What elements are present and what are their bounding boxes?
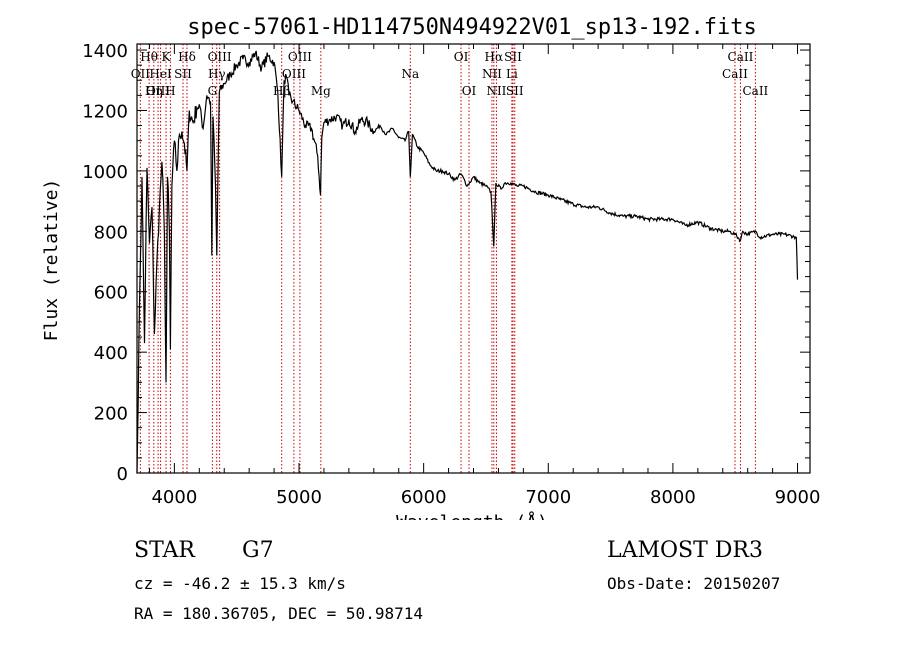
spectral-line-label: SII	[506, 84, 524, 98]
redshift-value: cz = -46.2 ± 15.3 km/s	[134, 574, 346, 593]
spectral-line-label: CaII	[742, 84, 768, 98]
spectral-line-markers	[139, 44, 756, 473]
spectral-line-label: OI	[462, 84, 477, 98]
x-tick-label: 5000	[276, 487, 322, 508]
spectral-line-label: G	[208, 84, 218, 98]
x-axis: 4000 5000 6000 7000 8000 9000	[148, 44, 821, 508]
y-tick-label: 800	[94, 222, 128, 243]
spectral-line-label: HeI	[149, 67, 172, 81]
spectral-line-label: Hδ	[178, 50, 196, 64]
spectral-line-label: Na	[401, 67, 419, 81]
x-tick-label: 6000	[401, 487, 447, 508]
spectrum-series-line	[136, 50, 799, 474]
spectral-line-label: Mg	[311, 84, 331, 98]
x-tick-label: 4000	[151, 487, 197, 508]
spectral-line-label: OIII	[288, 50, 312, 64]
spectral-line-label: NII	[482, 67, 502, 81]
spectrum-chart: spec-57061-HD114750N494922V01_sp13-192.f…	[41, 15, 821, 520]
spectral-line-label: Hη	[145, 84, 163, 98]
spectral-line-label: CaII	[722, 67, 748, 81]
spectral-line-label: K	[162, 50, 172, 64]
spectral-line-label: CaII	[728, 50, 754, 64]
x-axis-label: Wavelength (Å)	[396, 511, 548, 520]
spectral-line-label: OII	[131, 67, 151, 81]
y-tick-label: 1000	[82, 162, 128, 183]
y-axis-label: Flux (relative)	[41, 179, 62, 342]
x-tick-label: 7000	[525, 487, 571, 508]
spectral-line-label: Hθ	[140, 50, 158, 64]
survey-name: LAMOST DR3	[607, 538, 763, 563]
observation-date: Obs-Date: 20150207	[607, 574, 781, 593]
spectral-line-label: Li	[506, 67, 518, 81]
spectral-line-label: NII	[486, 84, 506, 98]
x-tick-label: 9000	[775, 487, 821, 508]
spectral-line-label: SII	[504, 50, 522, 64]
spectral-line-label: OI	[454, 50, 469, 64]
object-class: STAR	[134, 538, 195, 563]
chart-title: spec-57061-HD114750N494922V01_sp13-192.f…	[187, 15, 757, 40]
y-tick-label: 1400	[82, 41, 128, 62]
spectral-line-label: OIII	[146, 84, 170, 98]
y-tick-label: 400	[94, 343, 128, 364]
spectral-line-label: H	[165, 84, 175, 98]
spectral-line-label: OIII	[282, 67, 306, 81]
spectral-line-label: Hγ	[208, 67, 226, 81]
plot-frame	[136, 43, 811, 474]
x-tick-label: 8000	[650, 487, 696, 508]
object-subclass: G7	[242, 538, 274, 563]
spectral-line-label: Hα	[485, 50, 504, 64]
y-tick-label: 0	[117, 464, 128, 485]
spectral-line-label: SII	[174, 67, 192, 81]
y-tick-label: 200	[94, 404, 128, 425]
spectral-line-label: OIII	[208, 50, 232, 64]
coordinates: RA = 180.36705, DEC = 50.98714	[134, 604, 423, 623]
y-tick-label: 600	[94, 283, 128, 304]
y-axis: 0 200 400 600 800 1000 1200 1400	[82, 41, 810, 485]
y-tick-label: 1200	[82, 101, 128, 122]
